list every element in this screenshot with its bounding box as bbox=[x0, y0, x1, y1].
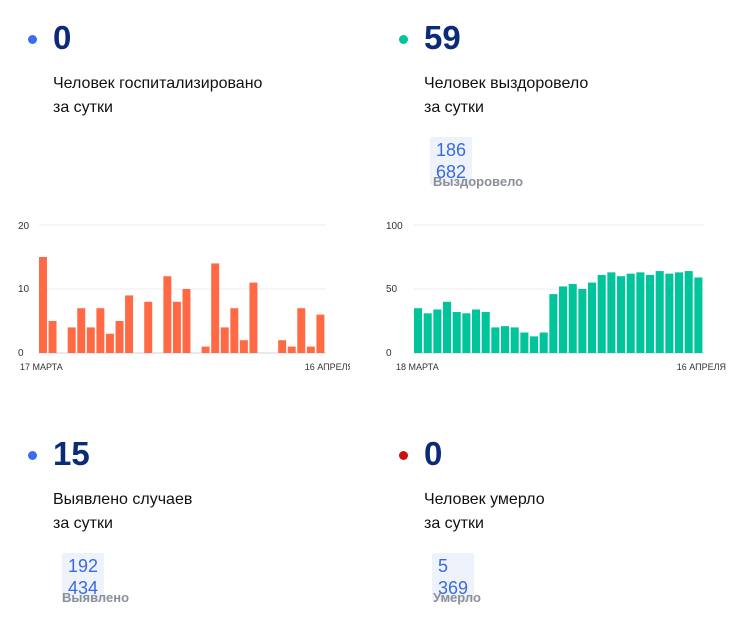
bar bbox=[86, 327, 95, 353]
bar bbox=[287, 346, 296, 353]
bar bbox=[578, 289, 587, 353]
bar bbox=[163, 276, 172, 353]
bar bbox=[144, 301, 153, 353]
x-end-label: 16 АПРЕЛЯ bbox=[677, 362, 726, 372]
deaths-value: 0 bbox=[424, 435, 443, 472]
bar bbox=[249, 282, 258, 353]
bar bbox=[433, 309, 442, 353]
bar bbox=[539, 332, 548, 353]
deaths-label: Человек умерло за сутки bbox=[424, 491, 545, 532]
bar bbox=[607, 272, 616, 353]
bar bbox=[452, 312, 461, 353]
cases-total-label: Выявлено bbox=[62, 590, 130, 605]
deaths-total-label: Умерло bbox=[433, 590, 481, 605]
bar bbox=[655, 271, 664, 353]
x-start-label: 17 МАРТА bbox=[20, 362, 63, 372]
bar bbox=[316, 314, 325, 353]
x-start-label: 18 МАРТА bbox=[396, 362, 439, 372]
bar bbox=[115, 321, 124, 353]
bar bbox=[549, 294, 558, 353]
bar bbox=[105, 333, 114, 353]
hospitalized-label: Человек госпитализировано за сутки bbox=[53, 75, 263, 116]
bar bbox=[278, 340, 287, 353]
deaths-total: 5 369 bbox=[432, 553, 475, 601]
bar bbox=[626, 273, 635, 353]
bar bbox=[491, 327, 500, 353]
bar bbox=[694, 277, 703, 353]
bar bbox=[462, 313, 471, 353]
bar bbox=[172, 301, 181, 353]
bar bbox=[77, 308, 86, 353]
y-tick-label: 10 bbox=[18, 284, 30, 295]
bar bbox=[230, 308, 239, 353]
bar bbox=[239, 340, 248, 353]
bar bbox=[182, 289, 191, 353]
y-tick-label: 50 bbox=[386, 284, 398, 295]
bar bbox=[201, 346, 210, 353]
y-tick-label: 0 bbox=[386, 348, 392, 359]
x-end-label: 16 АПРЕЛЯ bbox=[305, 362, 350, 372]
bar bbox=[520, 332, 529, 353]
bar bbox=[423, 313, 432, 353]
y-tick-label: 0 bbox=[18, 348, 24, 359]
recovered-chart: 0 50 100 18 МАРТА 16 АПРЕЛЯ bbox=[386, 221, 726, 372]
cases-dot-icon bbox=[28, 451, 37, 460]
recovered-total-label: Выздоровело bbox=[433, 174, 524, 189]
bar bbox=[39, 257, 47, 353]
bar bbox=[501, 326, 510, 353]
deaths-dot-icon bbox=[399, 451, 408, 460]
bar bbox=[646, 274, 655, 353]
recovered-dot-icon bbox=[399, 35, 408, 44]
bar bbox=[559, 286, 568, 353]
bar bbox=[675, 272, 684, 353]
hospitalized-chart: 0 10 20 17 МАРТА 16 АПРЕЛЯ bbox=[18, 221, 350, 372]
bar bbox=[306, 346, 315, 353]
hospitalized-value: 0 bbox=[53, 19, 72, 56]
bar bbox=[96, 308, 105, 353]
bar bbox=[530, 336, 539, 353]
bar bbox=[472, 309, 481, 353]
bar bbox=[414, 308, 423, 353]
cases-value: 15 bbox=[53, 435, 90, 472]
y-tick-label: 20 bbox=[18, 221, 30, 232]
bar bbox=[211, 263, 220, 353]
hospitalized-dot-icon bbox=[28, 35, 37, 44]
bar bbox=[443, 301, 452, 353]
bar bbox=[510, 327, 519, 353]
bar bbox=[568, 283, 577, 353]
y-tick-label: 100 bbox=[386, 221, 403, 232]
bar bbox=[684, 271, 693, 353]
bar bbox=[636, 272, 645, 353]
cases-label: Выявлено случаев за сутки bbox=[53, 491, 193, 532]
bar bbox=[597, 274, 606, 353]
bar bbox=[220, 327, 229, 353]
bar bbox=[48, 321, 57, 353]
recovered-label: Человек выздоровело за сутки bbox=[424, 75, 589, 116]
recovered-value: 59 bbox=[424, 19, 461, 56]
bar bbox=[588, 282, 597, 353]
bar bbox=[665, 273, 674, 353]
bar bbox=[481, 312, 490, 353]
recovered-total: 186 682 bbox=[430, 137, 473, 185]
bar bbox=[67, 327, 76, 353]
bar bbox=[617, 276, 626, 353]
bar bbox=[297, 308, 306, 353]
cases-total: 192 434 bbox=[62, 553, 105, 601]
bar bbox=[125, 295, 134, 353]
